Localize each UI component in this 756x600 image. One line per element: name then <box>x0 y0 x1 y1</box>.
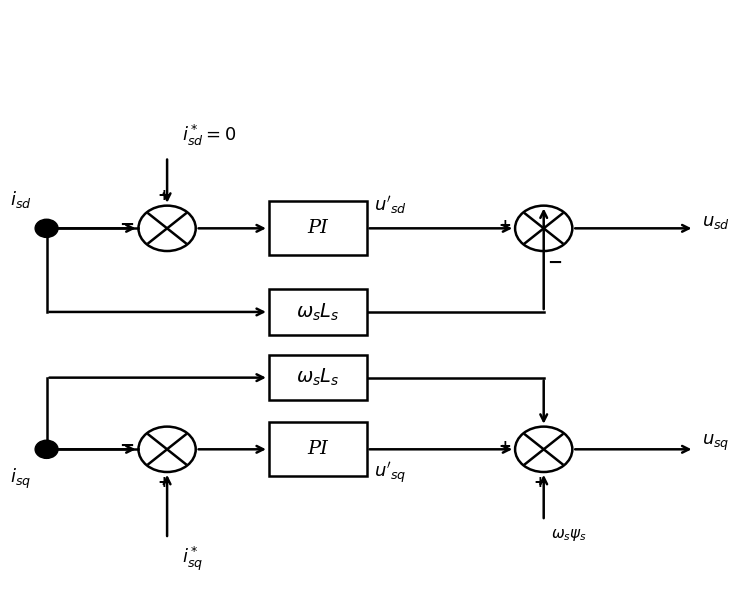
Text: $i_{sd}^* = 0$: $i_{sd}^* = 0$ <box>182 122 237 148</box>
Text: $\omega_s L_s$: $\omega_s L_s$ <box>296 301 339 323</box>
Bar <box>269 355 367 400</box>
Text: +: + <box>534 475 547 490</box>
Text: $u'_{sq}$: $u'_{sq}$ <box>374 461 407 487</box>
Text: $i_{sq}$: $i_{sq}$ <box>11 467 32 491</box>
Text: $u'_{sd}$: $u'_{sd}$ <box>374 194 407 217</box>
Text: −: − <box>119 217 135 235</box>
Text: −: − <box>547 254 562 272</box>
Text: $\omega_s\psi_s$: $\omega_s\psi_s$ <box>551 527 587 543</box>
Text: +: + <box>157 475 169 490</box>
Text: $i_{sq}^*$: $i_{sq}^*$ <box>182 545 203 573</box>
Bar <box>269 422 367 476</box>
Text: +: + <box>157 188 169 203</box>
Text: $\omega_s L_s$: $\omega_s L_s$ <box>296 367 339 388</box>
Text: −: − <box>119 437 135 455</box>
Circle shape <box>35 440 58 458</box>
Circle shape <box>35 219 58 238</box>
Bar <box>269 202 367 255</box>
Text: +: + <box>498 218 511 233</box>
Text: +: + <box>498 439 511 454</box>
Text: PI: PI <box>307 440 328 458</box>
Bar <box>269 289 367 335</box>
Text: PI: PI <box>307 220 328 238</box>
Text: $i_{sd}$: $i_{sd}$ <box>10 190 32 211</box>
Text: $u_{sd}$: $u_{sd}$ <box>702 214 730 232</box>
Text: $u_{sq}$: $u_{sq}$ <box>702 433 730 454</box>
